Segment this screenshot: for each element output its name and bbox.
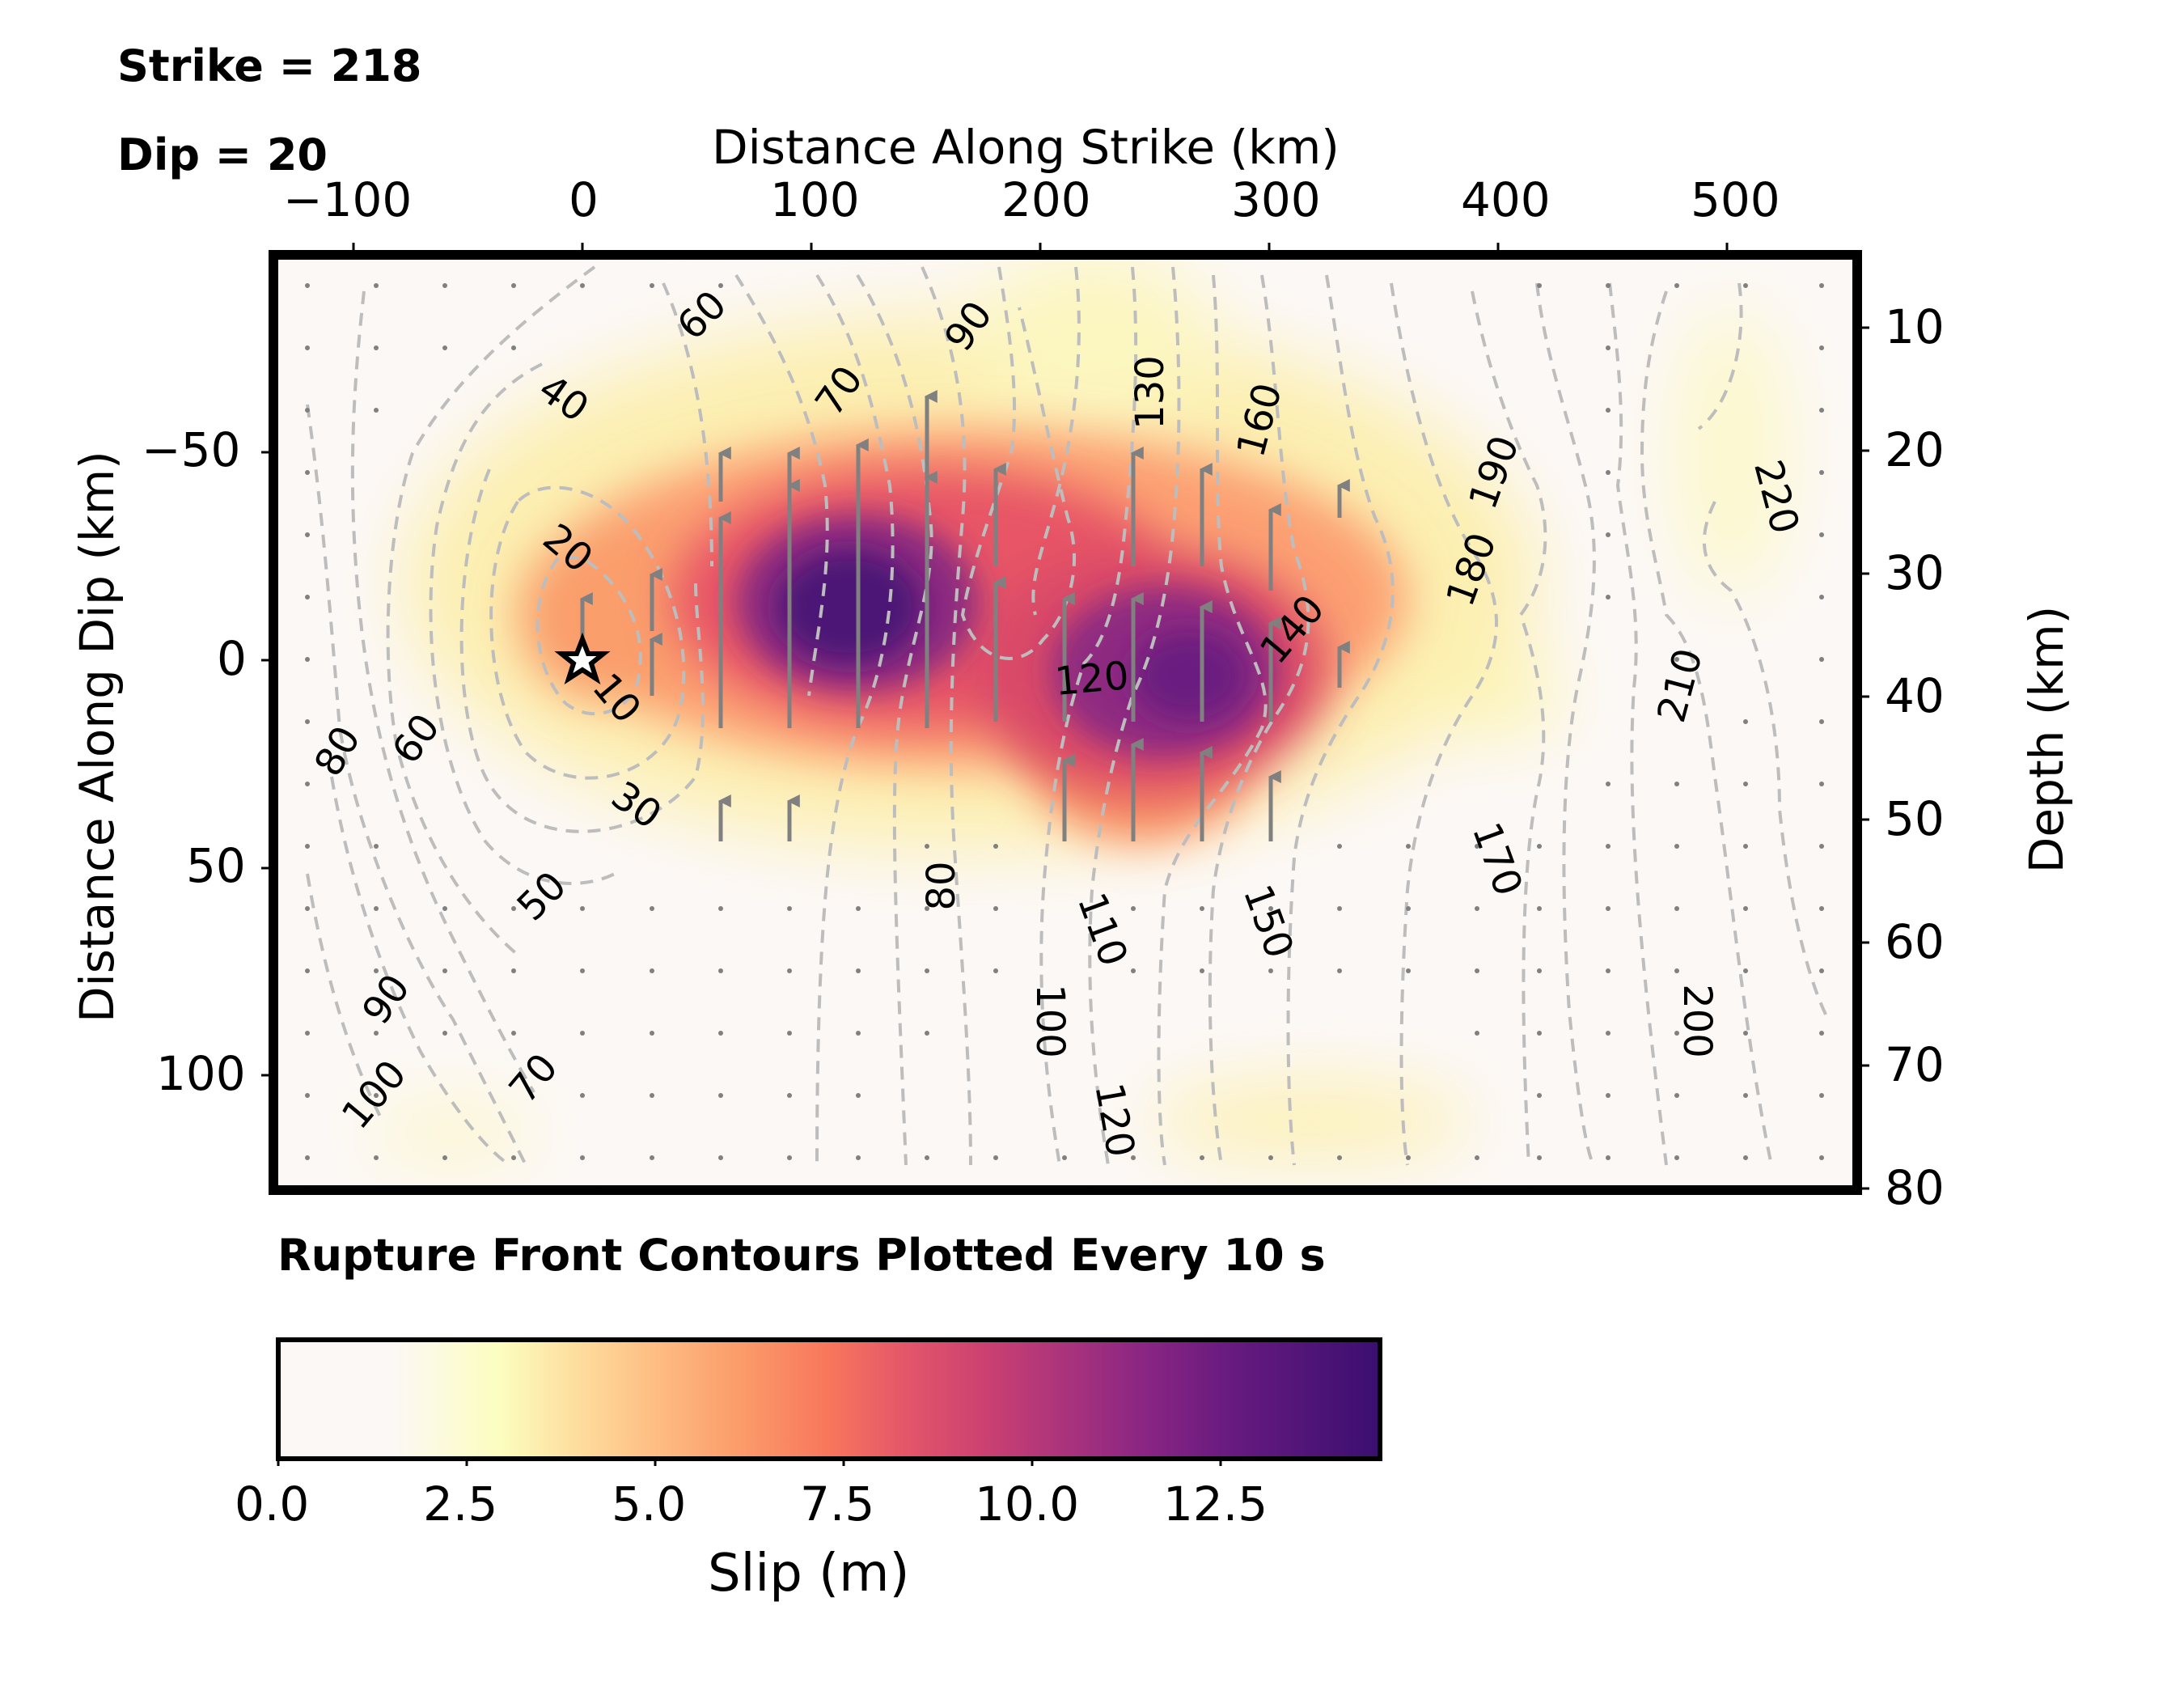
contour-label: 130 — [1128, 355, 1173, 430]
x-tick-label: 300 — [1231, 172, 1321, 227]
contour-label: 200 — [1674, 984, 1720, 1058]
depth-ticks — [1862, 326, 1869, 1190]
colorbar-tick-label: 12.5 — [1163, 1477, 1268, 1532]
contour-label: 80 — [919, 861, 964, 910]
x-ticks — [352, 243, 1729, 250]
x-tick-label: 0 — [569, 172, 599, 227]
y-tick-label: −50 — [142, 422, 241, 477]
colorbar-ticks — [277, 1456, 1222, 1466]
depth-tick-label: 40 — [1885, 668, 1945, 723]
x-tick-label: −100 — [283, 172, 413, 227]
slip-arrows — [579, 389, 1350, 841]
depth-tick-label: 80 — [1885, 1160, 1945, 1215]
plot-frame — [269, 250, 1862, 1195]
colorbar — [276, 1337, 1382, 1461]
depth-tick-label: 20 — [1885, 422, 1945, 477]
y-tick-label: 0 — [217, 631, 247, 686]
strike-label: Strike = 218 — [117, 40, 422, 91]
slip-arrow-grid — [305, 283, 1824, 1160]
x-tick-label: 200 — [1001, 172, 1091, 227]
colorbar-tick-label: 7.5 — [800, 1477, 875, 1532]
x-tick-label: 100 — [770, 172, 860, 227]
x-axis-title: Distance Along Strike (km) — [712, 120, 1340, 175]
dip-label: Dip = 20 — [117, 129, 328, 180]
colorbar-tick-label: 2.5 — [423, 1477, 498, 1532]
colorbar-tick-label: 5.0 — [612, 1477, 687, 1532]
hypocenter-star-icon — [554, 632, 611, 685]
depth-tick-label: 50 — [1885, 791, 1945, 846]
rupture-contours — [306, 265, 1830, 1167]
colorbar-tick-label: 0.0 — [235, 1477, 310, 1532]
depth-tick-label: 60 — [1885, 914, 1945, 969]
contour-caption: Rupture Front Contours Plotted Every 10 … — [277, 1230, 1326, 1281]
y-ticks — [261, 451, 269, 1077]
contour-label: 100 — [1027, 984, 1073, 1058]
colorbar-label: Slip (m) — [708, 1544, 910, 1604]
depth-tick-label: 10 — [1885, 299, 1945, 354]
y-tick-label: 50 — [186, 838, 246, 893]
y-tick-label: 100 — [156, 1046, 246, 1101]
contour-label: 120 — [1053, 653, 1131, 705]
x-tick-label: 400 — [1461, 172, 1551, 227]
depth-tick-label: 30 — [1885, 545, 1945, 600]
x-tick-label: 500 — [1691, 172, 1780, 227]
colorbar-tick-label: 10.0 — [975, 1477, 1080, 1532]
slip-map-plot: 1020304050606070708080909010010011012012… — [261, 243, 1869, 1195]
depth-tick-label: 70 — [1885, 1037, 1945, 1092]
